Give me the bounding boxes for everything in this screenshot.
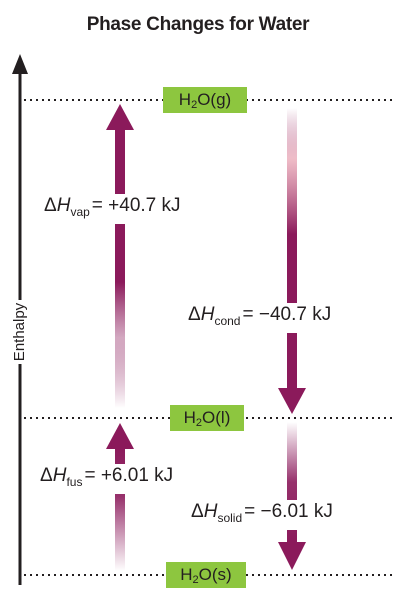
fusion-arrow-shaft: [115, 446, 125, 571]
solid-formula-rest: O(s): [198, 565, 232, 584]
vap-subscript: vap: [70, 205, 90, 219]
liquid-formula-h: H: [183, 408, 196, 427]
solid-subscript: solid: [217, 511, 243, 525]
fus-value: = +6.01 kJ: [84, 465, 174, 486]
enthalpy-axis-label: Enthalpy: [10, 300, 30, 364]
solid-value: = −6.01 kJ: [244, 501, 333, 522]
fusion-arrow-head: [106, 423, 134, 449]
condensation-label: ΔHcond = −40.7 kJ: [188, 303, 332, 333]
fus-subscript: fus: [66, 475, 83, 489]
vaporization-arrow-shaft: [115, 128, 125, 408]
liquid-level-box: H2O(l): [170, 405, 244, 431]
vap-value: = +40.7 kJ: [91, 195, 181, 216]
cond-value: = −40.7 kJ: [242, 304, 332, 325]
vaporization-label: ΔHvap = +40.7 kJ: [44, 194, 181, 224]
delta-symbol: Δ: [40, 465, 53, 486]
solidification-arrow-shaft: [287, 422, 297, 542]
liquid-formula-rest: O(l): [202, 408, 231, 427]
enthalpy-symbol: H: [200, 304, 215, 325]
liquid-formula-sub: 2: [195, 417, 203, 429]
gas-formula-rest: O(g): [197, 90, 232, 109]
enthalpy-symbol: H: [56, 195, 71, 216]
delta-symbol: Δ: [188, 304, 201, 325]
condensation-arrow-shaft: [287, 108, 297, 388]
condensation-arrow-head: [278, 388, 306, 414]
delta-symbol: Δ: [191, 501, 204, 522]
vaporization-arrow-head: [106, 104, 134, 130]
enthalpy-symbol: H: [203, 501, 218, 522]
diagram-title: Phase Changes for Water: [86, 14, 310, 35]
solid-level-box: H2O(s): [166, 562, 246, 588]
solidification-label: ΔHsolid = −6.01 kJ: [191, 500, 333, 530]
enthalpy-symbol: H: [52, 465, 67, 486]
cond-subscript: cond: [214, 314, 241, 328]
delta-symbol: Δ: [44, 195, 57, 216]
enthalpy-axis-arrowhead: [12, 54, 28, 74]
gas-formula-h: H: [178, 90, 192, 109]
fusion-label: ΔHfus = +6.01 kJ: [40, 464, 174, 494]
solid-formula-h: H: [180, 565, 193, 584]
solid-formula-sub: 2: [192, 574, 199, 586]
gas-level-box: H2O(g): [163, 87, 247, 113]
solidification-arrow-head: [278, 542, 306, 570]
gas-formula-sub: 2: [191, 99, 198, 111]
